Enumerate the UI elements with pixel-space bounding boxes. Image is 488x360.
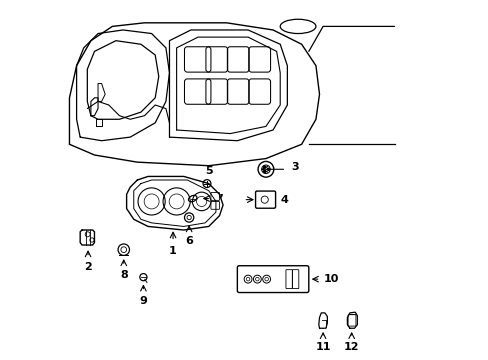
Circle shape — [267, 168, 269, 170]
Text: 7: 7 — [214, 194, 222, 203]
Text: 6: 6 — [185, 236, 193, 246]
Circle shape — [263, 170, 265, 172]
Text: 2: 2 — [84, 262, 92, 272]
Text: 1: 1 — [169, 246, 177, 256]
Polygon shape — [346, 312, 357, 328]
Text: 10: 10 — [324, 274, 339, 284]
Polygon shape — [126, 176, 223, 230]
Text: 3: 3 — [290, 162, 298, 172]
Text: 4: 4 — [280, 195, 288, 204]
Circle shape — [263, 166, 265, 168]
Polygon shape — [80, 230, 94, 245]
Text: 9: 9 — [139, 296, 147, 306]
Polygon shape — [318, 313, 326, 328]
Text: 11: 11 — [315, 342, 330, 352]
Text: 5: 5 — [204, 166, 212, 176]
Polygon shape — [69, 23, 319, 166]
Text: 8: 8 — [120, 270, 127, 280]
Text: 12: 12 — [343, 342, 359, 352]
